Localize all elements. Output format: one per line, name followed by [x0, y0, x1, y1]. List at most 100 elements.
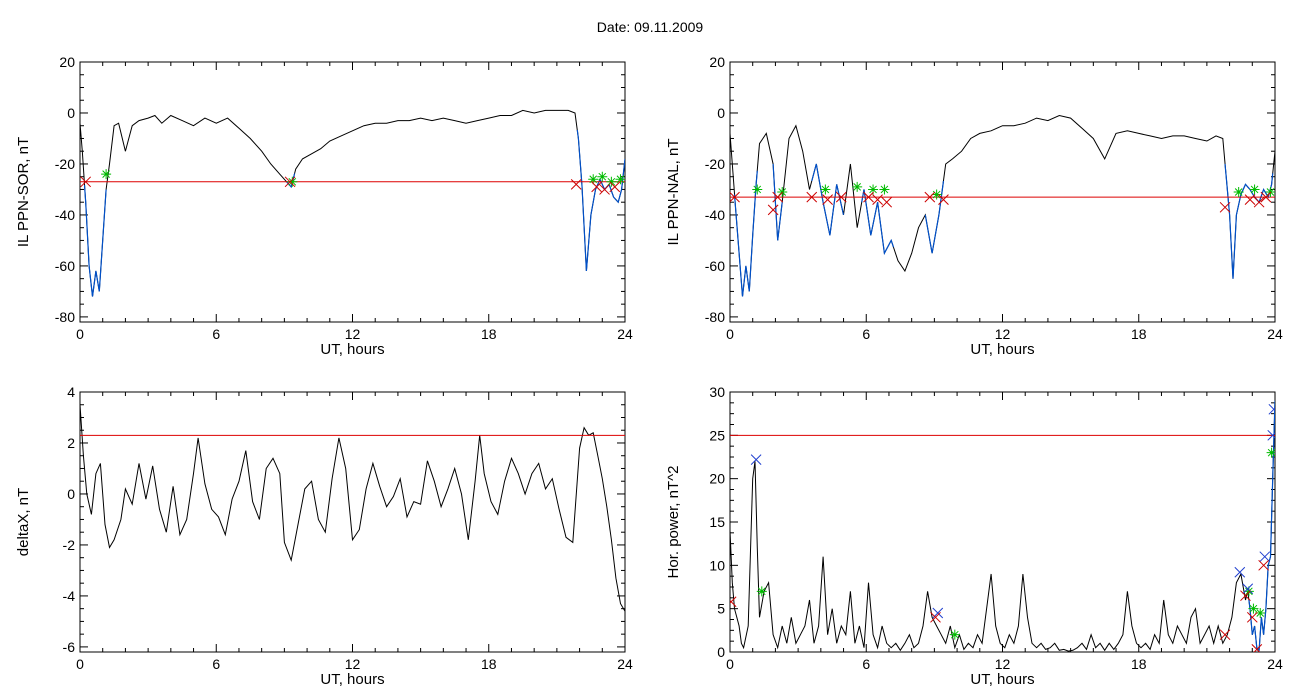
- red-x-marker: [1244, 194, 1256, 206]
- red-x-marker: [730, 191, 740, 203]
- x-tick-label: 12: [345, 326, 361, 342]
- y-axis-label: IL PPN-NAL, nT: [665, 139, 682, 246]
- y-axis-label: deltaX, nT: [15, 488, 32, 556]
- red-x-marker: [730, 596, 737, 608]
- y-tick-label: 2: [67, 435, 75, 451]
- x-axis-label: UT, hours: [970, 341, 1034, 358]
- green-star-marker: [931, 189, 942, 200]
- y-tick-label: -4: [63, 588, 76, 604]
- blue-x-marker: [1259, 551, 1271, 563]
- y-tick-label: 30: [709, 384, 725, 400]
- green-star-marker: [606, 176, 617, 187]
- y-tick-label: 5: [717, 601, 725, 617]
- green-star-marker: [1266, 447, 1275, 458]
- blue-x-marker: [1234, 566, 1246, 578]
- y-tick-label: -40: [705, 207, 725, 223]
- x-tick-label: 6: [862, 656, 870, 672]
- red-x-marker: [772, 191, 784, 203]
- green-star-marker: [1243, 586, 1254, 597]
- event-segment: [861, 189, 895, 256]
- x-tick-label: 18: [481, 656, 497, 672]
- red-x-marker: [1240, 590, 1251, 602]
- plot-frame: [79, 61, 626, 323]
- x-tick-label: 0: [726, 656, 734, 672]
- y-tick-label: 10: [709, 557, 725, 573]
- y-tick-label: -80: [705, 309, 725, 325]
- y-tick-label: -40: [55, 207, 75, 223]
- event-segment: [1224, 163, 1274, 279]
- series-line: [730, 400, 1275, 652]
- red-x-marker: [872, 194, 883, 206]
- x-tick-label: 24: [1267, 656, 1283, 672]
- green-star-marker: [101, 169, 112, 180]
- green-star-marker: [752, 184, 763, 195]
- red-x-marker: [591, 181, 602, 193]
- green-star-marker: [756, 586, 767, 597]
- red-x-marker: [1246, 611, 1258, 623]
- x-tick-label: 18: [1131, 326, 1147, 342]
- green-star-marker: [1249, 184, 1260, 195]
- x-tick-label: 0: [726, 326, 734, 342]
- blue-x-marker: [1267, 429, 1275, 441]
- event-segment: [576, 129, 625, 272]
- event-segment: [1248, 400, 1275, 652]
- red-x-marker: [930, 611, 941, 623]
- red-x-marker: [1251, 644, 1263, 652]
- y-tick-label: 20: [709, 54, 725, 70]
- blue-x-marker: [1268, 403, 1275, 415]
- green-star-marker: [1255, 608, 1266, 618]
- series-line: [80, 109, 625, 297]
- y-tick-label: -80: [55, 309, 75, 325]
- green-star-marker: [852, 181, 863, 192]
- green-star-marker: [949, 629, 960, 640]
- x-tick-label: 6: [212, 656, 220, 672]
- x-tick-label: 6: [212, 326, 220, 342]
- green-star-marker: [588, 174, 599, 185]
- x-axis-label: UT, hours: [320, 671, 384, 688]
- green-star-marker: [615, 174, 625, 185]
- event-segment: [772, 163, 783, 241]
- red-x-marker: [80, 176, 92, 188]
- red-x-marker: [835, 191, 847, 203]
- x-tick-label: 6: [862, 326, 870, 342]
- red-x-marker: [806, 191, 818, 203]
- y-tick-label: 0: [67, 105, 75, 121]
- event-segment: [811, 163, 845, 236]
- red-x-marker: [924, 191, 936, 203]
- red-x-marker: [938, 194, 949, 206]
- plot-area: [730, 400, 1275, 652]
- y-tick-label: 0: [717, 644, 725, 660]
- y-tick-label: 25: [709, 427, 725, 443]
- red-x-marker: [881, 196, 893, 208]
- plot-frame: [79, 391, 626, 653]
- event-segment: [733, 170, 758, 297]
- blue-x-marker: [1242, 583, 1254, 595]
- green-star-marker: [1233, 187, 1244, 197]
- figure-title: Date: 09.11.2009: [596, 19, 704, 35]
- red-x-marker: [767, 204, 779, 216]
- x-tick-label: 12: [345, 656, 361, 672]
- y-tick-label: 4: [67, 384, 75, 400]
- series-line: [80, 404, 625, 612]
- event-segment: [83, 185, 107, 297]
- chart-panel-2: 0 6 12 18 24 -80 -60 -40 -20 0 20 UT, hours IL PPN-N…: [665, 54, 1283, 358]
- x-axis-label: UT, hours: [320, 341, 384, 358]
- green-star-marker: [868, 184, 879, 195]
- green-star-marker: [820, 184, 831, 195]
- y-tick-label: 20: [709, 471, 725, 487]
- red-x-marker: [1219, 201, 1231, 213]
- y-tick-label: -60: [55, 258, 75, 274]
- red-x-marker: [570, 178, 582, 190]
- red-x-marker: [1219, 629, 1231, 641]
- blue-x-marker: [750, 454, 762, 465]
- chart-panel-1: 0 6 12 18 24 -80 -60 -40 -20 0 20 UT, hours IL PPN-S…: [15, 54, 633, 358]
- red-x-marker: [1260, 191, 1272, 203]
- x-tick-label: 24: [617, 656, 633, 672]
- y-axis-label: IL PPN-SOR, nT: [15, 137, 32, 247]
- red-x-marker: [609, 181, 621, 193]
- green-star-marker: [597, 171, 608, 182]
- y-tick-label: -6: [63, 639, 76, 655]
- red-x-marker: [1253, 196, 1265, 208]
